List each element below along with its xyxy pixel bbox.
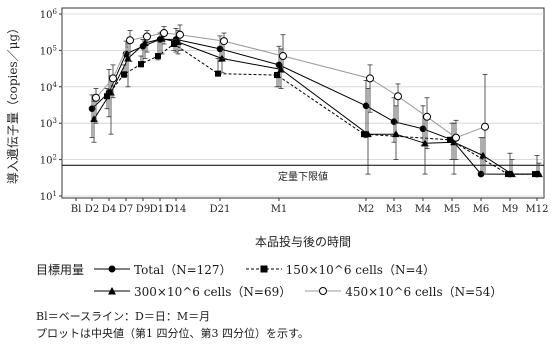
legend-item-total: Total（N=127） (94, 261, 232, 278)
data-point (155, 53, 161, 60)
data-point (505, 171, 511, 178)
x-tick-label: Bl (71, 204, 82, 215)
y-axis: 101 102 103 104 105 106 (40, 8, 62, 203)
y-tick-label: 105 (40, 44, 57, 57)
plot-frame (61, 7, 545, 199)
grid-lines (62, 13, 544, 197)
legend-title: 目標用量 (36, 262, 85, 277)
series-1 (104, 39, 538, 178)
data-point (160, 29, 168, 38)
legend-marker-total (94, 265, 130, 273)
y-tick-label: 102 (40, 154, 57, 167)
data-point (274, 72, 280, 79)
series-3 (92, 24, 489, 175)
legend-marker-450 (305, 287, 342, 295)
legend-item-150: 150×10^6 cells（N=4） (245, 261, 436, 278)
x-tick-label: D14 (166, 204, 187, 215)
legend: 目標用量 Total（N=127） 150×10^6 cells（N=4） 30… (36, 258, 546, 302)
data-point (143, 32, 151, 41)
data-point (171, 40, 177, 47)
x-tick-label: M6 (473, 204, 490, 215)
series-line-1 (106, 43, 535, 175)
data-point (452, 133, 460, 142)
legend-item-450: 450×10^6 cells（N=54） (305, 283, 502, 300)
data-point (361, 131, 367, 138)
series-0 (88, 28, 541, 178)
data-point (218, 54, 226, 62)
data-point (366, 74, 374, 83)
x-tick-label: M9 (502, 204, 519, 215)
data-point (220, 37, 228, 46)
footnote-abbreviations: Bl＝ベースライン：D＝日：M＝月 (36, 310, 211, 323)
y-tick-label: 104 (40, 81, 58, 94)
data-point (279, 52, 287, 61)
x-tick-label: D7 (119, 204, 133, 215)
y-tick-label: 101 (40, 190, 57, 203)
legend-marker-300 (94, 287, 130, 295)
legend-label-300: 300×10^6 cells（N=69） (134, 284, 292, 299)
legend-item-300: 300×10^6 cells（N=69） (94, 283, 291, 300)
data-point (447, 136, 453, 143)
x-axis-title: 本品投与後の時間 (255, 234, 351, 249)
data-point (508, 170, 516, 178)
data-point (92, 93, 100, 102)
x-tick-label: D2 (85, 204, 99, 215)
y-axis-title: 導入遺伝子量（copies／μg） (5, 22, 20, 184)
data-point (215, 70, 221, 77)
data-point (104, 93, 110, 100)
footnotes: Bl＝ベースライン：D＝日：M＝月 プロットは中央値（第1 四分位、第3 四分位… (36, 308, 309, 342)
data-point (121, 71, 127, 78)
legend-label-total: Total（N=127） (134, 262, 232, 277)
data-point (90, 115, 98, 123)
data-point (364, 130, 372, 138)
data-point (481, 122, 489, 131)
legend-label-450: 450×10^6 cells（N=54） (345, 284, 503, 299)
legend-marker-150 (245, 265, 282, 273)
y-tick-label: 103 (40, 117, 57, 130)
x-tick-label: M12 (526, 204, 549, 215)
data-point (394, 92, 402, 101)
footnote-plot-description: プロットは中央値（第1 四分位、第3 四分位）を示す。 (36, 327, 309, 340)
series-layer (88, 24, 543, 178)
data-point (423, 112, 431, 121)
x-tick-label: M1 (271, 204, 288, 215)
y-tick-label: 106 (40, 8, 58, 21)
data-point (392, 130, 400, 138)
x-tick-label: M2 (358, 204, 375, 215)
x-tick-label: D21 (210, 204, 231, 215)
x-tick-label: D9 (136, 204, 150, 215)
lloq-label: 定量下限値 (278, 170, 328, 183)
data-point (535, 170, 543, 178)
x-tick-label: M5 (444, 204, 461, 215)
x-tick-label: M3 (386, 204, 403, 215)
data-point (479, 151, 487, 159)
x-tick-label: D11 (150, 204, 171, 215)
data-point (138, 61, 144, 68)
data-point (176, 30, 184, 39)
data-point (126, 36, 134, 45)
legend-label-150: 150×10^6 cells（N=4） (285, 262, 436, 277)
data-point (109, 74, 117, 83)
x-tick-label: D4 (102, 204, 116, 215)
x-tick-label: M4 (415, 204, 432, 215)
